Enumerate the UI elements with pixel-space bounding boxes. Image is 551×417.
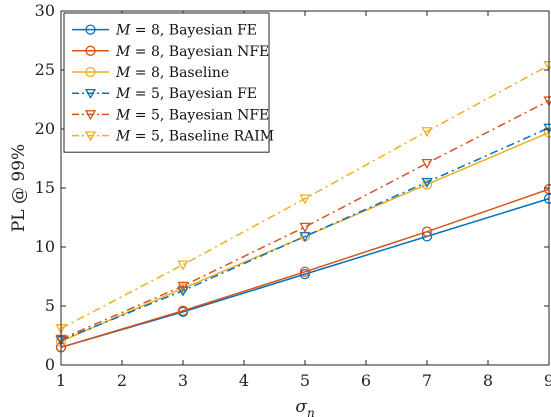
legend-label-variable: M (115, 107, 131, 123)
series-line (60, 100, 550, 340)
legend-marker (85, 45, 96, 56)
x-axis-label-subscript: n (307, 406, 315, 417)
x-tick-label: 3 (178, 371, 188, 390)
legend-marker (85, 66, 96, 78)
y-tick-label: 10 (35, 237, 55, 256)
y-tick-label: 15 (35, 178, 55, 197)
legend-entry: M = 5, Bayesian NFE (72, 107, 269, 123)
y-tick-label: 20 (35, 119, 55, 138)
data-point (421, 127, 433, 138)
data-point (177, 286, 189, 297)
data-point (177, 281, 189, 292)
data-point (421, 226, 433, 237)
ticks-layer: 1 2 3 4 5 6 7 8 9 0 5 10 15 20 25 30 (35, 1, 551, 390)
legend-label-text: = 5, Bayesian NFE (130, 107, 269, 123)
data-point (421, 158, 433, 170)
series-line (60, 127, 550, 341)
legend-label: M = 5, Bayesian NFE (115, 107, 269, 123)
data-point (421, 177, 433, 188)
legend-entry: M = 8, Bayesian FE (72, 23, 257, 39)
x-axis-label: σn (295, 397, 314, 417)
legend-marker (84, 131, 97, 142)
x-tick-label: 6 (361, 371, 371, 390)
x-tick-label: 4 (239, 371, 249, 390)
x-tick-label: 8 (483, 371, 493, 390)
legend-marker (84, 110, 97, 121)
legend-marker (85, 24, 96, 35)
legend-label: M = 8, Baseline (115, 65, 229, 81)
legend-label: M = 8, Bayesian NFE (115, 44, 269, 60)
data-point (177, 260, 189, 271)
legend-label-variable: M (115, 129, 131, 145)
legend-label-variable: M (115, 86, 131, 102)
legend-marker (84, 88, 97, 100)
series (55, 61, 551, 335)
legend-entry: M = 8, Baseline (72, 65, 229, 81)
data-point (299, 232, 311, 243)
data-point (177, 305, 189, 316)
y-tick-label: 0 (45, 355, 55, 374)
legend-entry: M = 5, Bayesian FE (72, 86, 257, 102)
series-line (60, 64, 550, 330)
series-line (60, 197, 550, 349)
legend-label: M = 8, Bayesian FE (115, 23, 257, 39)
x-tick-label: 5 (300, 371, 310, 390)
y-axis-label: PL @ 99% (9, 144, 29, 232)
legend-label-text: = 8, Bayesian FE (130, 23, 257, 39)
data-point (299, 194, 311, 205)
y-tick-label: 5 (45, 296, 55, 315)
y-tick-label: 25 (35, 60, 55, 79)
data-point (299, 266, 311, 277)
legend-label-text: = 8, Baseline (130, 65, 229, 81)
x-tick-label: 7 (422, 371, 432, 390)
x-tick-label: 2 (117, 371, 127, 390)
x-tick-label: 1 (56, 371, 66, 390)
legend-label-text: = 5, Bayesian FE (130, 86, 257, 102)
legend-entry: M = 8, Bayesian NFE (72, 44, 269, 60)
x-axis-label-main: σ (295, 397, 307, 417)
legend-box (63, 12, 270, 153)
legend-label-text: = 5, Baseline RAIM (130, 129, 274, 145)
x-tick-label: 9 (544, 371, 551, 390)
legend-label-variable: M (115, 44, 131, 60)
series-line (60, 188, 550, 349)
data-point (299, 222, 311, 233)
legend-label-variable: M (115, 23, 131, 39)
legend-label-text: = 8, Bayesian NFE (130, 44, 269, 60)
legend-label: M = 5, Baseline RAIM (115, 129, 274, 145)
legend-label: M = 5, Bayesian FE (115, 86, 257, 102)
legend-label-variable: M (115, 65, 131, 81)
data-point (421, 179, 433, 190)
y-tick-label: 30 (35, 1, 55, 20)
legend-entry: M = 5, Baseline RAIM (72, 129, 274, 145)
